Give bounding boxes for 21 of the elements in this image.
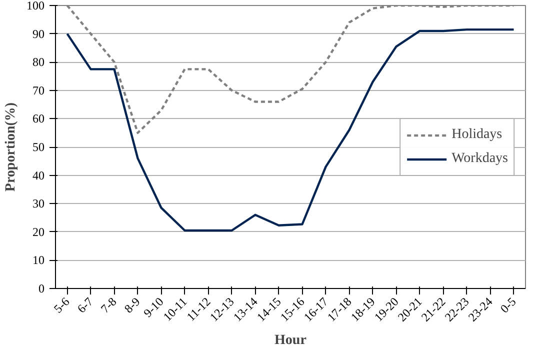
y-tick-label: 80 xyxy=(32,55,44,70)
x-tick-label: 5-6 xyxy=(50,294,72,316)
y-tick-label: 10 xyxy=(32,253,44,268)
x-tick-label: 7-8 xyxy=(98,294,120,316)
x-tick-label: 6-7 xyxy=(74,294,96,316)
y-tick-label: 40 xyxy=(32,168,44,182)
y-tick-label: 70 xyxy=(32,83,44,98)
y-tick-label: 50 xyxy=(32,140,44,154)
y-axis-title: Proportion(%) xyxy=(4,102,18,192)
y-tick-label: 100 xyxy=(26,0,44,12)
y-tick-label: 30 xyxy=(32,196,44,211)
line-series xyxy=(66,28,515,232)
y-tick-label: 0 xyxy=(38,282,44,296)
x-axis-title: Hour xyxy=(274,332,306,348)
y-tick-label: 90 xyxy=(32,26,44,41)
legend-label: Workdays xyxy=(452,150,508,166)
y-tick-label: 60 xyxy=(32,112,44,126)
x-tick-label: 0-5 xyxy=(497,294,519,316)
y-tick-label: 20 xyxy=(32,224,44,239)
x-tick-label: 8-9 xyxy=(121,294,143,316)
legend-label: Holidays xyxy=(452,126,502,142)
